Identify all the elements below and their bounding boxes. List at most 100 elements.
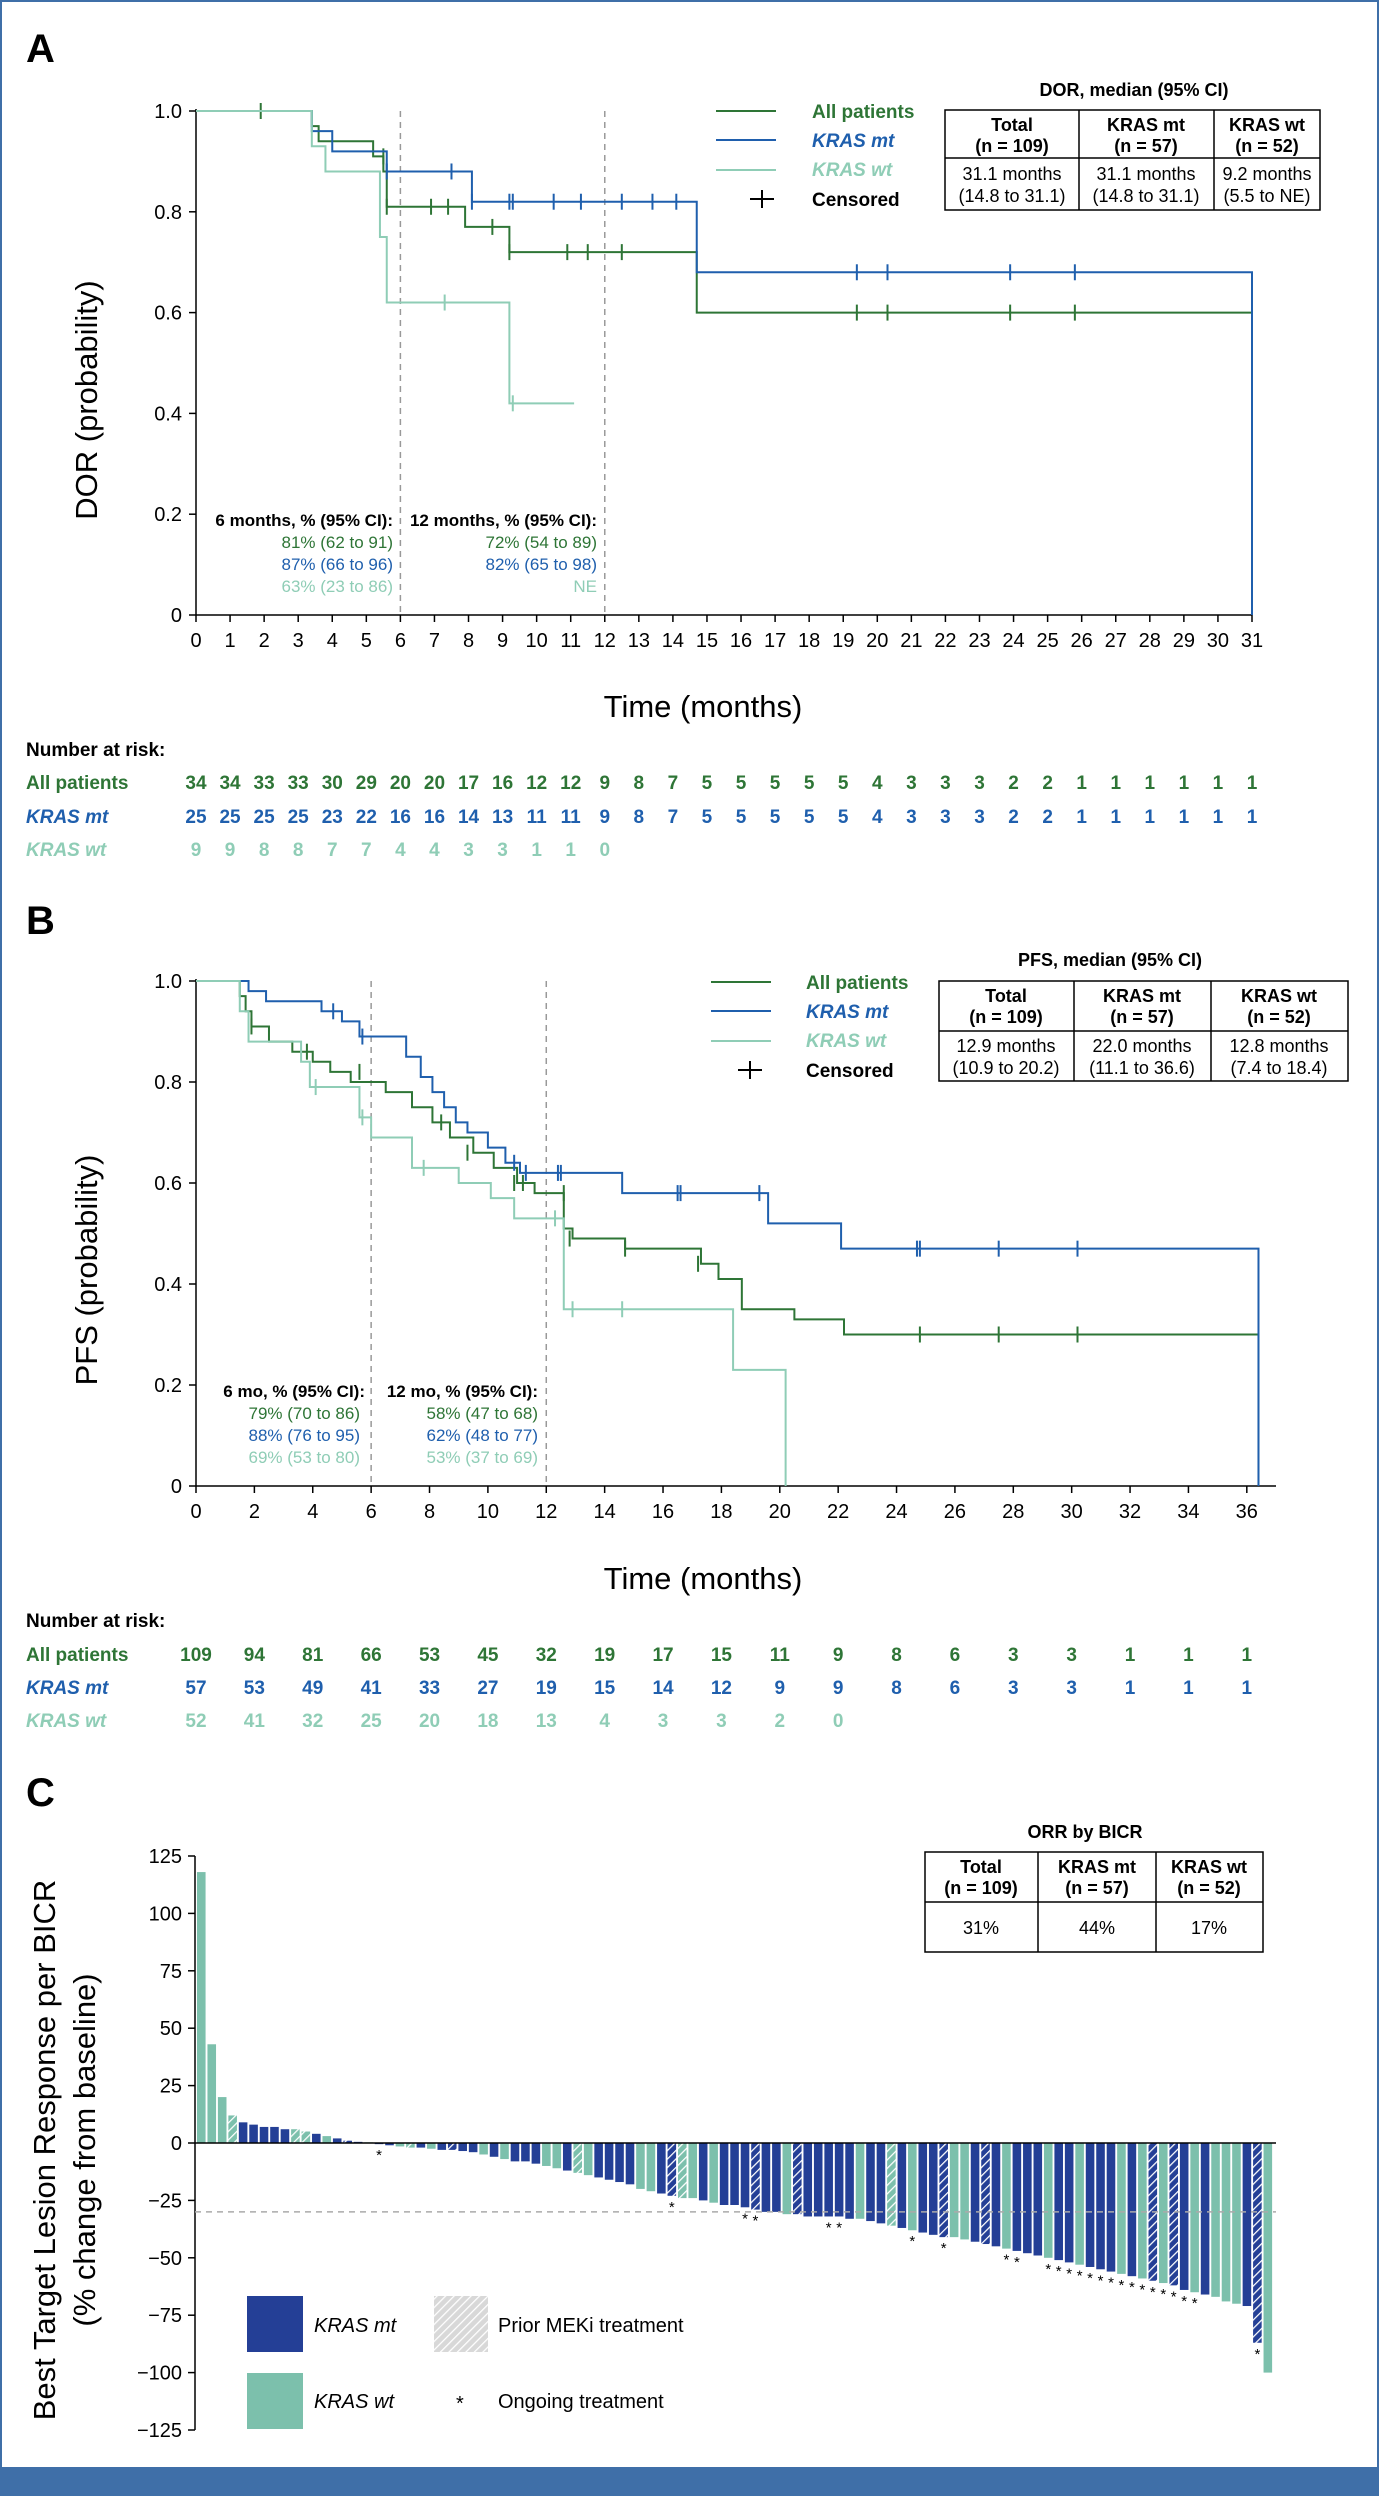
pfs-x-tick-label: 20 (769, 1501, 791, 1523)
dor-x-tick-label: 23 (968, 630, 990, 652)
dor-risk-value-mt: 5 (702, 807, 713, 828)
waterfall-y-tick-label: 125 (149, 1846, 182, 1868)
legend-label-all: All patients (806, 973, 908, 994)
pfs-risk-value-wt: 13 (536, 1711, 557, 1732)
pfs-risk-value-all: 17 (652, 1645, 673, 1666)
dor-risk-value-mt: 16 (424, 807, 445, 828)
dor-risk-value-wt: 9 (191, 840, 202, 861)
dor-risk-value-wt: 3 (463, 840, 474, 861)
dor-td-total-ci: (14.8 to 31.1) (958, 186, 1065, 206)
waterfall-bar-wt (207, 2044, 217, 2143)
dor-x-tick-label: 19 (832, 630, 854, 652)
waterfall-bar-mt (834, 2143, 844, 2217)
waterfall-bar-wt (782, 2143, 792, 2215)
waterfall-bar-wt (301, 2131, 311, 2143)
pfs-y-tick-label: 0.8 (154, 1072, 182, 1094)
dor-risk-value-wt: 9 (225, 840, 236, 861)
dor-x-tick-label: 18 (798, 630, 820, 652)
waterfall-bar-wt (677, 2143, 687, 2199)
waterfall-bar-mt (249, 2124, 258, 2143)
legend-star-icon: * (456, 2393, 464, 2415)
waterfall-ongoing-star: * (376, 2147, 382, 2164)
pfs-td-wt: 12.8 months (1229, 1036, 1328, 1056)
orr-td-total: 31% (963, 1918, 999, 1938)
waterfall-y-tick-label: 50 (160, 2018, 182, 2040)
dor-risk-value-mt: 5 (736, 807, 747, 828)
waterfall-bar-mt (793, 2143, 802, 2215)
waterfall-ongoing-star: * (1014, 2254, 1020, 2271)
orr-th-mt-n: (n = 57) (1065, 1878, 1129, 1898)
legend-label-mt: KRAS mt (806, 1002, 889, 1023)
waterfall-bar-wt (322, 2136, 332, 2143)
dor-risk-value-mt: 1 (1145, 807, 1156, 828)
pfs-td-total-ci: (10.9 to 20.2) (952, 1058, 1059, 1078)
dor-x-tick-label: 20 (866, 630, 888, 652)
dor-legend: All patients KRAS mt KRAS wt Censored (716, 102, 914, 211)
pfs-th-total-n: (n = 109) (969, 1007, 1043, 1027)
pfs-risk-value-mt: 27 (477, 1678, 498, 1699)
waterfall-bar-mt (918, 2143, 928, 2233)
pfs-risk-value-all: 8 (891, 1645, 902, 1666)
waterfall-bar-mt (981, 2143, 990, 2245)
pfs-risk-value-wt: 25 (361, 1711, 383, 1732)
dor-risk-value-wt: 7 (327, 840, 338, 861)
dor-x-tick-label: 1 (225, 630, 236, 652)
waterfall-bar-mt (845, 2143, 854, 2219)
waterfall-bar-mt (562, 2143, 572, 2171)
dor-landmark-6-mt: 87% (66 to 96) (281, 555, 393, 574)
panel-c-waterfall: ORR by BICR Total (n = 109) KRAS mt (n =… (247, 1822, 1264, 2429)
dor-x-tick-label: 9 (497, 630, 508, 652)
dor-risk-value-mt: 5 (770, 807, 781, 828)
waterfall-ongoing-star: * (1056, 2263, 1062, 2280)
dor-risk-value-all: 12 (526, 773, 547, 794)
waterfall-bar-mt (312, 2133, 321, 2143)
waterfall-bar-wt (197, 1872, 206, 2143)
dor-td-wt-ci: (5.5 to NE) (1223, 186, 1310, 206)
dor-th-wt-n: (n = 52) (1235, 136, 1299, 156)
waterfall-bar-wt (1211, 2143, 1220, 2297)
dor-risk-value-mt: 1 (1076, 807, 1087, 828)
pfs-risk-value-wt: 3 (716, 1711, 727, 1732)
waterfall-bar-wt (1075, 2143, 1084, 2265)
waterfall-ongoing-star: * (826, 2219, 832, 2236)
pfs-risk-value-all: 53 (419, 1645, 440, 1666)
waterfall-bar-wt (573, 2143, 583, 2173)
waterfall-bar-mt (280, 2129, 290, 2143)
dor-x-tick-label: 31 (1241, 630, 1263, 652)
pfs-th-total: Total (985, 986, 1027, 1006)
dor-x-tick-label: 13 (628, 630, 650, 652)
waterfall-bar-wt (217, 2097, 227, 2143)
pfs-td-total: 12.9 months (956, 1036, 1055, 1056)
waterfall-bar-mt (1064, 2143, 1074, 2263)
waterfall-ongoing-star: * (669, 2199, 675, 2216)
pfs-x-tick-label: 28 (1002, 1501, 1024, 1523)
dor-table-border (944, 109, 1321, 211)
dor-risk-value-wt: 1 (565, 840, 576, 861)
waterfall-bar-mt (270, 2126, 279, 2143)
waterfall-ongoing-star: * (909, 2233, 915, 2250)
waterfall-ongoing-star: * (1160, 2286, 1166, 2303)
dor-td-mt-ci: (14.8 to 31.1) (1092, 186, 1199, 206)
dor-risk-value-all: 1 (1213, 773, 1224, 794)
dor-risk-value-all: 3 (974, 773, 985, 794)
dor-x-tick-label: 29 (1173, 630, 1195, 652)
pfs-risk-label-all: All patients (26, 1645, 128, 1666)
pfs-landmark-6-mt: 88% (76 to 95) (248, 1426, 360, 1445)
pfs-x-tick-label: 34 (1177, 1501, 1199, 1523)
dor-x-tick-label: 14 (662, 630, 684, 652)
dor-x-tick-label: 5 (361, 630, 372, 652)
waterfall-bar-mt (510, 2143, 520, 2162)
dor-risk-value-wt: 0 (599, 840, 610, 861)
legend-swatch-wt (247, 2373, 303, 2429)
pfs-risk-value-wt: 3 (658, 1711, 669, 1732)
dor-risk-value-wt: 4 (429, 840, 440, 861)
waterfall-bar-wt (855, 2143, 865, 2219)
pfs-risk-value-wt: 18 (477, 1711, 498, 1732)
waterfall-y-axis-title: Best Target Lesion Response per BICR (27, 1880, 62, 2421)
pfs-risk-value-all: 1 (1242, 1645, 1253, 1666)
panel-label-b: B (26, 899, 55, 943)
dor-risk-value-mt: 7 (668, 807, 679, 828)
waterfall-bar-wt (583, 2143, 593, 2176)
waterfall-bar-mt (489, 2143, 499, 2157)
dor-risk-value-all: 16 (492, 773, 513, 794)
